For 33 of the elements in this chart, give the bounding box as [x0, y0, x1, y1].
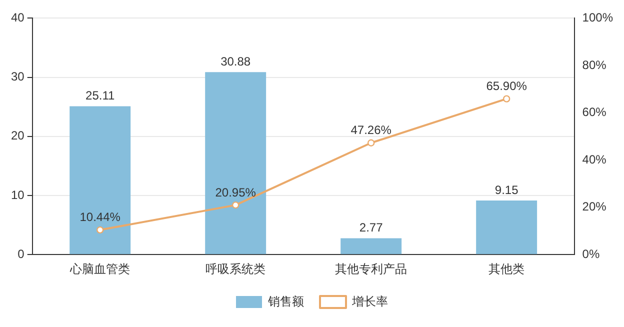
point [502, 95, 510, 102]
bar [70, 106, 131, 254]
legend-label: 销售额 [267, 294, 304, 308]
x-tick-label: 呼吸系统类 [206, 262, 266, 276]
point [367, 139, 375, 146]
y2-tick-label: 20% [582, 200, 607, 214]
data-label: 2.77 [359, 220, 384, 235]
y-tick-label: 30 [10, 70, 25, 84]
data-label: 30.88 [220, 54, 251, 68]
bar [340, 238, 402, 254]
y2-tick-label: 0% [582, 246, 600, 261]
y-tick-label: 0 [18, 246, 25, 261]
x-tick-label: 其他类 [488, 262, 525, 276]
y-tick-label: 20 [10, 128, 25, 143]
point [232, 201, 240, 209]
y2-tick-label: 100% [582, 10, 614, 25]
data-label: 65.90% [486, 79, 528, 94]
point [96, 226, 104, 234]
bar [476, 200, 538, 254]
y2-tick-label: 80% [582, 58, 607, 72]
legend-label: 增长率 [351, 294, 388, 308]
y2-tick-label: 60% [582, 105, 607, 120]
y-tick-label: 40 [10, 10, 25, 25]
data-label: 47.26% [350, 123, 392, 138]
y-tick-label: 10 [10, 188, 25, 202]
data-label: 9.15 [494, 182, 519, 197]
x-tick-label: 心脑血管类 [69, 262, 130, 276]
data-label: 20.95% [215, 185, 256, 200]
x-tick-label: 其他专利产品 [335, 262, 408, 276]
data-label: 10.44% [80, 210, 121, 224]
data-label: 25.11 [86, 88, 115, 103]
y2-tick-label: 40% [582, 152, 607, 166]
bar [205, 72, 266, 254]
